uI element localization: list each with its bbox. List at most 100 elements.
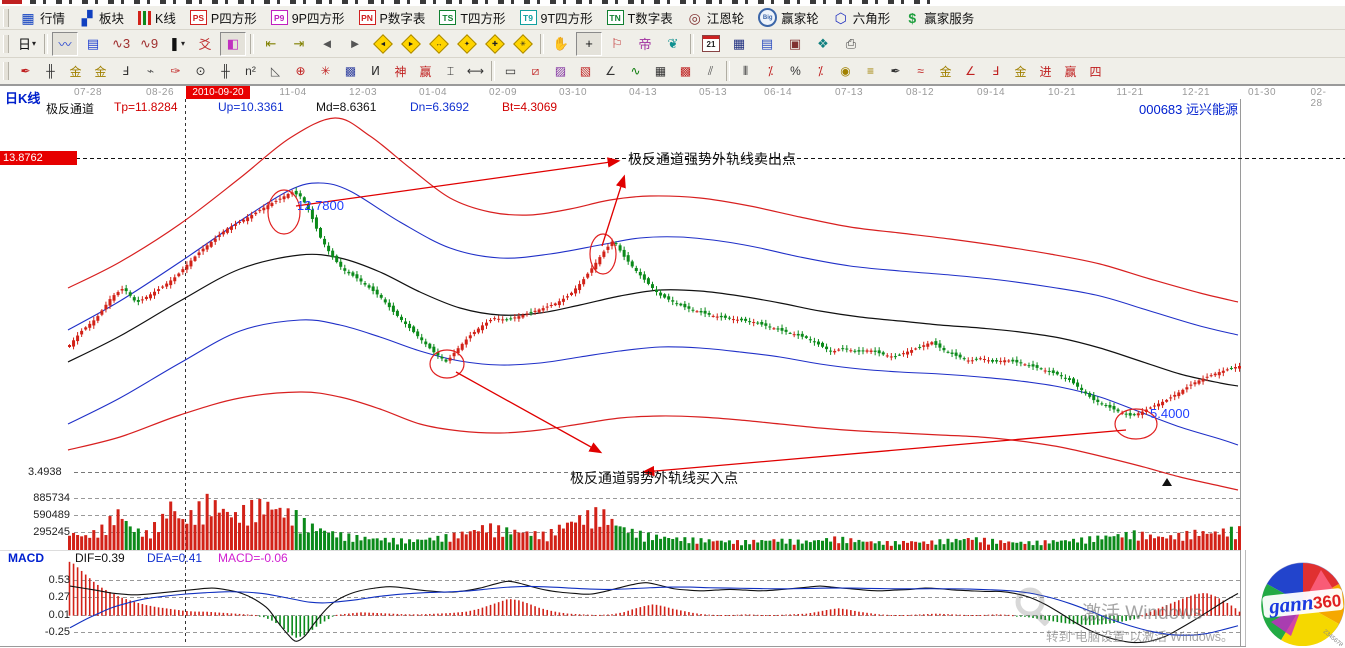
- draw-tool-13[interactable]: ▩: [339, 60, 362, 82]
- menu-item-label: 六角形: [852, 12, 891, 26]
- toolbar-button-pattern[interactable]: 爻: [192, 32, 218, 56]
- toolbar-button-wave-9[interactable]: ∿9: [136, 32, 162, 56]
- menu-item-p-square[interactable]: PS P四方形: [183, 7, 264, 29]
- menu-item-kline[interactable]: K线: [131, 7, 183, 29]
- menu-item-gann-wheel[interactable]: ◎ 江恩轮: [680, 7, 752, 29]
- draw-tool-24[interactable]: ∠: [599, 60, 622, 82]
- toolbar-button-gann-tool[interactable]: 帝: [632, 32, 658, 56]
- draw-tool-31[interactable]: ⁒: [759, 60, 782, 82]
- toolbar-button-wave-tool[interactable]: ❦: [660, 32, 686, 56]
- indicator-name[interactable]: 极反通道: [46, 102, 95, 116]
- draw-tool-18[interactable]: ⟷: [464, 60, 487, 82]
- draw-tool-2[interactable]: 金: [64, 60, 87, 82]
- draw-tool-28[interactable]: ⫽: [699, 60, 722, 82]
- draw-tool-43[interactable]: 赢: [1059, 60, 1082, 82]
- toolbar-button-nav-last[interactable]: ⇥: [286, 32, 312, 56]
- menu-item-p-table[interactable]: PN P数字表: [352, 7, 433, 29]
- draw-tool-39[interactable]: ∠: [959, 60, 982, 82]
- draw-tool-34[interactable]: ◉: [834, 60, 857, 82]
- draw-tool-9[interactable]: n²: [239, 60, 262, 82]
- menu-item-label: 板块: [99, 12, 125, 26]
- draw-tool-12[interactable]: ✳: [314, 60, 337, 82]
- toolbar-button-save[interactable]: ▣: [782, 32, 808, 56]
- draw-tool-25[interactable]: ∿: [624, 60, 647, 82]
- toolbar-button-nav-prev[interactable]: ◄: [314, 32, 340, 56]
- toolbar-button-candle-type[interactable]: ❚ ▾: [164, 32, 190, 56]
- draw-tool-32[interactable]: %: [784, 60, 807, 82]
- draw-tool-icon: ▨: [554, 64, 567, 78]
- toolbar-button-calendar[interactable]: 21: [698, 32, 724, 56]
- toolbar-button-print[interactable]: ⎙: [838, 32, 864, 56]
- toolbar-button-period-day[interactable]: 日 ▾: [14, 32, 40, 56]
- draw-tool-icon: 金: [939, 64, 952, 79]
- menu-item-t-square[interactable]: TS T四方形: [432, 7, 512, 29]
- menu-item-label: 江恩轮: [706, 12, 745, 26]
- toolbar-button-wave-3[interactable]: ∿3: [108, 32, 134, 56]
- draw-tool-40[interactable]: Ⅎ: [984, 60, 1007, 82]
- toolbar-button-nav-next[interactable]: ►: [342, 32, 368, 56]
- draw-tool-41[interactable]: 金: [1009, 60, 1032, 82]
- toolbar-button-chart-style[interactable]: 〰: [52, 31, 78, 56]
- draw-tool-0[interactable]: ✒: [14, 60, 37, 82]
- menu-item-label: P四方形: [210, 12, 257, 26]
- draw-tool-10[interactable]: ◺: [264, 60, 287, 82]
- date-label: 01-30: [1247, 87, 1277, 98]
- menu-item-quote[interactable]: ▦ 行情: [13, 7, 72, 29]
- toolbar-button-crosshair[interactable]: +: [576, 31, 602, 56]
- draw-tool-icon: 四: [1089, 64, 1102, 79]
- draw-tool-26[interactable]: ▦: [649, 60, 672, 82]
- draw-tool-8[interactable]: ╫: [214, 60, 237, 82]
- draw-tool-17[interactable]: ⌶: [439, 60, 462, 82]
- stock-code-name[interactable]: 000683 远兴能源: [1139, 102, 1238, 117]
- draw-tool-37[interactable]: ≈: [909, 60, 932, 82]
- draw-tool-21[interactable]: ⧄: [524, 60, 547, 82]
- period-label[interactable]: 日K线: [5, 91, 41, 106]
- draw-tool-icon: ▧: [579, 64, 592, 78]
- draw-tool-23[interactable]: ▧: [574, 60, 597, 82]
- draw-tool-27[interactable]: ▩: [674, 60, 697, 82]
- menu-item-sector[interactable]: ▞ 板块: [72, 7, 131, 29]
- draw-tool-36[interactable]: ✒: [884, 60, 907, 82]
- draw-tool-11[interactable]: ⊕: [289, 60, 312, 82]
- draw-tool-42[interactable]: 进: [1034, 60, 1057, 82]
- draw-tool-1[interactable]: ╫: [39, 60, 62, 82]
- macd-value: MACD=-0.06: [218, 551, 288, 565]
- draw-tool-22[interactable]: ▨: [549, 60, 572, 82]
- toolbar-button-color-chart[interactable]: ◧: [220, 31, 246, 56]
- nav-last-icon: ⇥: [293, 35, 305, 51]
- draw-tool-35[interactable]: ≡: [859, 60, 882, 82]
- menu-item-label: T数字表: [627, 12, 673, 26]
- menu-item-winner-service[interactable]: $ 赢家服务: [897, 7, 981, 29]
- toolbar-button-info-doc[interactable]: ▤: [80, 32, 106, 56]
- draw-tool-30[interactable]: ⦀: [734, 60, 757, 82]
- draw-tool-3[interactable]: 金: [89, 60, 112, 82]
- draw-tool-20[interactable]: ▭: [499, 60, 522, 82]
- toolbar-button-pan[interactable]: ✋: [548, 32, 574, 56]
- draw-tool-5[interactable]: ⌁: [139, 60, 162, 82]
- draw-tool-33[interactable]: ⁒: [809, 60, 832, 82]
- menu-item-9t-square[interactable]: T9 9T四方形: [513, 7, 600, 29]
- menu-item-winner-wheel[interactable]: Big 赢家轮: [751, 7, 826, 29]
- draw-tool-icon: ⧄: [531, 63, 540, 78]
- menu-item-hexagon[interactable]: ⬡ 六角形: [826, 7, 898, 29]
- draw-tool-14[interactable]: Ͷ: [364, 60, 387, 82]
- draw-tool-38[interactable]: 金: [934, 60, 957, 82]
- toolbar-button-calculator[interactable]: ▦: [726, 32, 752, 56]
- draw-tool-4[interactable]: Ⅎ: [114, 60, 137, 82]
- menu-item-9p-square[interactable]: P9 9P四方形: [264, 7, 352, 29]
- toolbar-button-notes[interactable]: ▤: [754, 32, 780, 56]
- toolbar-button-network[interactable]: ❖: [810, 32, 836, 56]
- macd-pane-title[interactable]: MACD: [8, 551, 44, 565]
- draw-tool-6[interactable]: ✑: [164, 60, 187, 82]
- nav-next-icon: ►: [348, 36, 362, 51]
- draw-tool-icon: ✒: [20, 64, 31, 78]
- draw-tool-16[interactable]: 赢: [414, 60, 437, 82]
- toolbar-button-nav-first[interactable]: ⇤: [258, 32, 284, 56]
- draw-tool-icon: ▭: [504, 64, 517, 78]
- draw-tool-44[interactable]: 四: [1084, 60, 1107, 82]
- menu-item-t-table[interactable]: TN T数字表: [600, 7, 680, 29]
- draw-tool-7[interactable]: ⊙: [189, 60, 212, 82]
- toolbar-button-angle-tool[interactable]: ⚐: [604, 32, 630, 56]
- draw-tool-15[interactable]: 神: [389, 60, 412, 82]
